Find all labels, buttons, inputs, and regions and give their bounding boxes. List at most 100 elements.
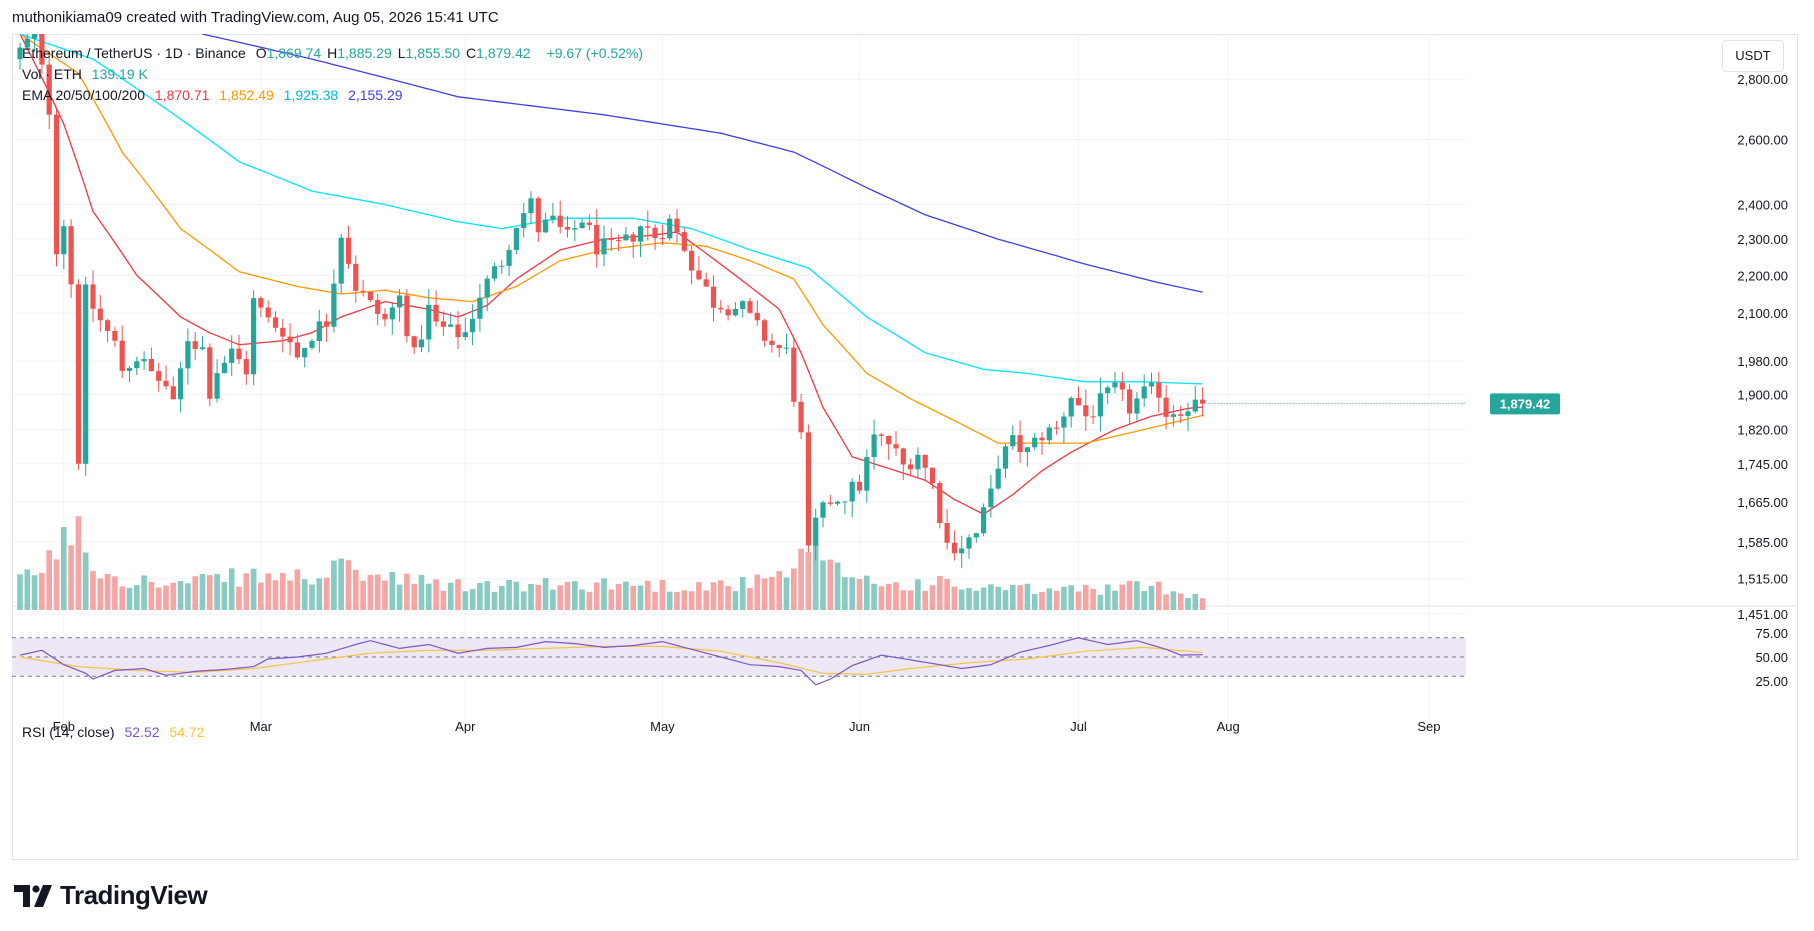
- candle-body: [776, 344, 782, 349]
- chart-frame: [12, 34, 1798, 860]
- ema-label: EMA 20/50/100/200: [22, 87, 145, 103]
- candle-body: [331, 283, 337, 327]
- rsi-legend: RSI (14, close) 52.52 54.72: [22, 724, 210, 740]
- volume-bar: [367, 574, 374, 610]
- currency-button[interactable]: USDT: [1722, 40, 1784, 72]
- volume-bar: [535, 584, 542, 610]
- volume-bar: [1017, 585, 1023, 610]
- volume-bar: [1046, 588, 1053, 610]
- volume-bar: [798, 548, 804, 610]
- candle-body: [163, 380, 169, 387]
- candle-body: [1156, 382, 1162, 398]
- volume-bar: [1148, 585, 1155, 610]
- candle-body: [455, 324, 461, 338]
- candle-body: [404, 295, 410, 337]
- candle-body: [732, 308, 738, 316]
- volume-bar: [820, 560, 826, 610]
- volume-bar: [134, 585, 140, 610]
- volume-bar: [783, 577, 790, 610]
- last-price-tag: [1490, 393, 1560, 415]
- tradingview-logo-text: TradingView: [60, 880, 208, 910]
- volume-bar: [615, 584, 622, 610]
- candle-body: [1148, 382, 1155, 387]
- candle-body: [243, 359, 249, 375]
- volume-bar: [776, 571, 782, 610]
- candle-body: [995, 468, 1001, 489]
- candle-body: [871, 434, 877, 458]
- candle-body: [170, 386, 176, 400]
- tradingview-logo[interactable]: TradingView: [14, 880, 208, 911]
- candle-body: [696, 270, 702, 280]
- volume-bar: [871, 583, 877, 610]
- volume-bar: [265, 573, 271, 610]
- volume-bar: [652, 591, 658, 610]
- volume-bar: [1126, 580, 1133, 610]
- candle-body: [207, 347, 213, 399]
- volume-bar: [404, 573, 410, 610]
- candle-body: [637, 226, 644, 242]
- volume-bar: [170, 582, 177, 610]
- candle-body: [981, 507, 987, 534]
- candle-body: [258, 298, 264, 308]
- volume-bar: [864, 575, 870, 610]
- candle-body: [462, 332, 468, 338]
- candle-body: [46, 64, 52, 115]
- volume-bar: [389, 572, 396, 610]
- candle-body: [324, 321, 330, 327]
- volume-bar: [907, 590, 914, 610]
- candle-body: [309, 340, 315, 348]
- candle-body: [849, 481, 855, 502]
- volume-bar: [61, 527, 67, 610]
- volume-bar: [1083, 584, 1089, 610]
- candle-body: [864, 457, 870, 491]
- volume-bar: [725, 586, 731, 610]
- candle-body: [1178, 414, 1184, 416]
- volume-bar: [564, 581, 571, 610]
- volume-bar: [944, 578, 950, 610]
- price-tick-label: 2,600.00: [1737, 132, 1788, 147]
- candle-body: [17, 47, 23, 60]
- time-tick-label: Mar: [250, 719, 273, 734]
- volume-bar: [301, 579, 308, 610]
- candle-body: [944, 523, 950, 543]
- volume-bar: [1141, 591, 1147, 610]
- candle-body: [97, 308, 103, 321]
- volume-bar: [666, 591, 673, 610]
- candle-body: [24, 38, 30, 48]
- volume-bar: [31, 575, 38, 610]
- candle-body: [1032, 437, 1038, 448]
- candle-body: [805, 432, 811, 546]
- candle-body: [272, 317, 279, 328]
- volume-bar: [280, 573, 286, 610]
- candle-body: [338, 237, 344, 284]
- candle-body: [353, 263, 359, 291]
- ohlc-label-o: O: [255, 45, 267, 61]
- candle-body: [601, 238, 607, 255]
- candle-body: [652, 227, 658, 239]
- candle-body: [61, 226, 67, 255]
- volume-bar: [250, 568, 257, 610]
- candle-body: [1170, 414, 1176, 417]
- candle-body: [703, 279, 709, 287]
- volume-legend: Vol · ETH 139.19 K: [22, 66, 154, 82]
- volume-bar: [761, 578, 768, 610]
- candle-body: [484, 278, 490, 298]
- volume-bar: [477, 582, 483, 610]
- volume-bar: [645, 580, 651, 610]
- candle-body: [470, 318, 476, 333]
- candle-body: [973, 533, 979, 538]
- time-tick-label: May: [650, 719, 675, 734]
- candle-body: [718, 307, 724, 310]
- price-chart[interactable]: 2,800.00 2,600.00 2,400.00 2,300.00 2,200.00…: [12, 34, 1798, 860]
- volume-bar: [1031, 594, 1038, 610]
- tradingview-logo-icon: [14, 884, 52, 907]
- candle-body: [141, 358, 147, 362]
- volume-bar: [53, 559, 60, 610]
- volume-bar: [842, 577, 848, 610]
- candle-body: [645, 226, 651, 228]
- volume-bar: [243, 573, 250, 610]
- candle-body: [499, 265, 505, 267]
- volume-bar: [791, 568, 797, 610]
- price-tick-label: 1,451.00: [1737, 607, 1788, 622]
- candle-body: [1090, 416, 1096, 418]
